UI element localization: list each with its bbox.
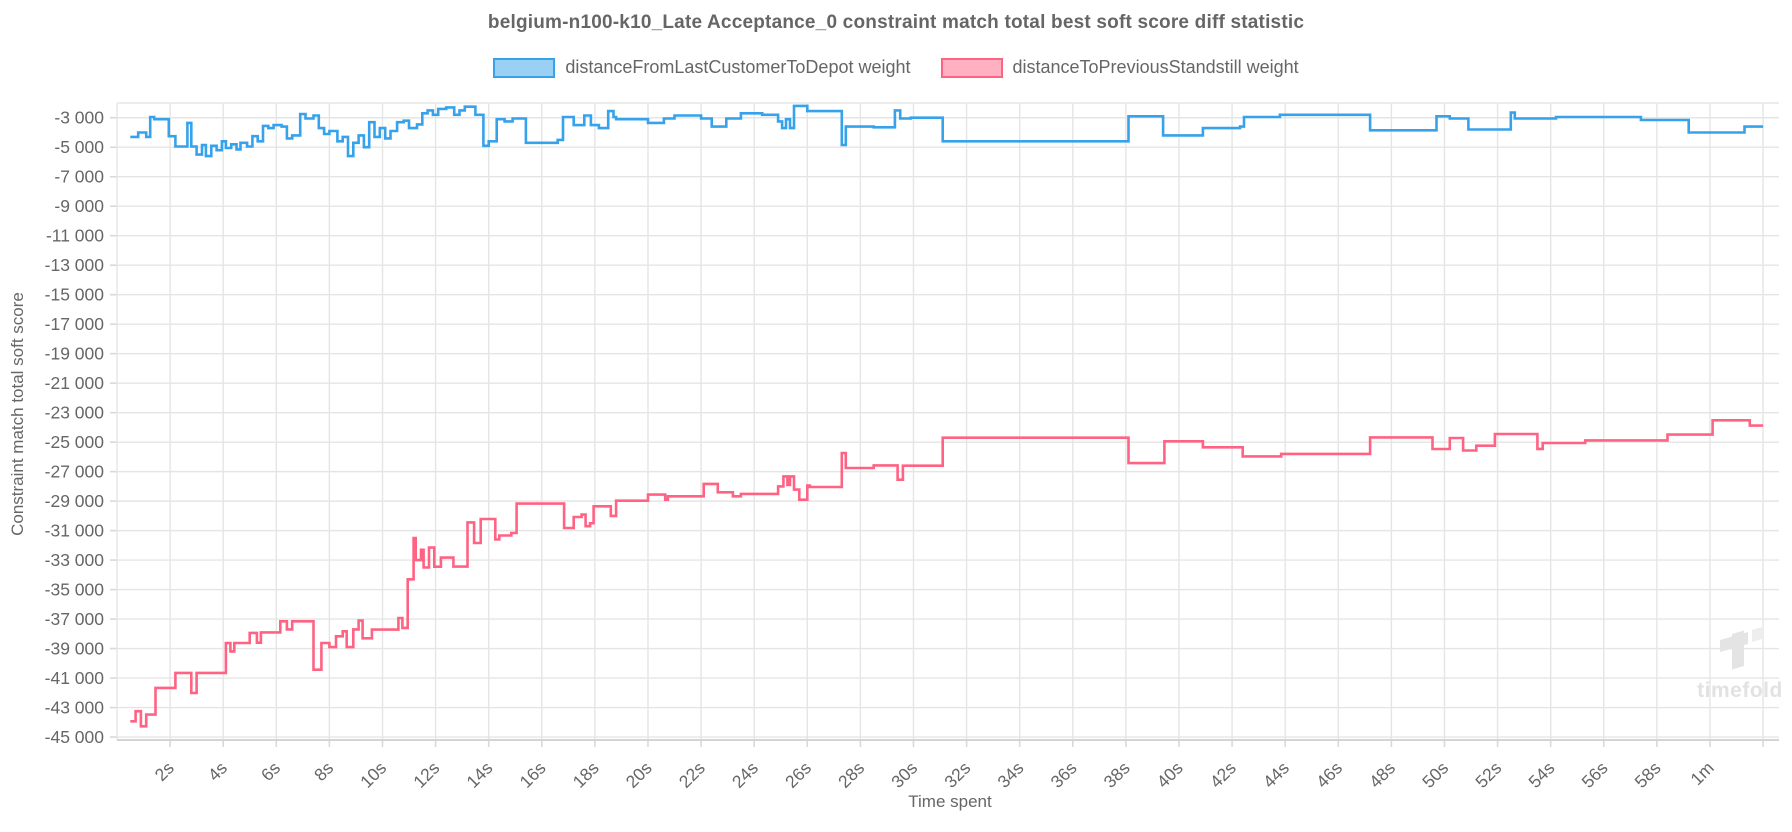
legend-label: distanceFromLastCustomerToDepot weight [565, 57, 911, 77]
y-tick-label: -45 000 [45, 727, 105, 747]
x-tick-label: 54s [1524, 758, 1558, 792]
y-tick-label: -3 000 [54, 108, 104, 128]
watermark-text: timefold [1697, 679, 1783, 702]
x-tick-label: 40s [1153, 758, 1187, 792]
y-tick-label: -39 000 [45, 639, 105, 659]
y-tick-label: -7 000 [54, 167, 104, 187]
y-tick-label: -33 000 [45, 550, 105, 570]
x-tick-label: 38s [1100, 758, 1134, 792]
x-tick-label: 16s [516, 758, 550, 792]
legend: distanceFromLastCustomerToDepot weight d… [0, 57, 1792, 78]
x-tick-label: 42s [1206, 758, 1240, 792]
series-line-blue [130, 104, 1764, 158]
x-tick-label: 24s [728, 758, 762, 792]
x-tick-label: 36s [1047, 758, 1081, 792]
x-tick-label: 4s [204, 758, 231, 785]
x-tick-label: 52s [1471, 758, 1505, 792]
y-tick-label: -17 000 [45, 314, 105, 334]
x-tick-label: 34s [993, 758, 1027, 792]
y-tick-label: -11 000 [46, 226, 104, 246]
y-tick-label: -25 000 [45, 432, 105, 452]
y-tick-label: -21 000 [45, 373, 105, 393]
y-tick-label: -37 000 [45, 609, 105, 629]
x-axis-title: Time spent [908, 792, 992, 811]
x-tick-label: 44s [1259, 758, 1293, 792]
y-tick-label: -35 000 [45, 580, 105, 600]
x-tick-label: 12s [409, 758, 443, 792]
x-tick-label: 30s [887, 758, 921, 792]
x-tick-label: 22s [675, 758, 709, 792]
x-tick-label: 28s [834, 758, 868, 792]
x-tick-label: 8s [310, 758, 337, 785]
y-tick-label: -9 000 [54, 196, 104, 216]
x-tick-label: 6s [257, 758, 284, 785]
y-axis-title: Constraint match total soft score [8, 292, 27, 536]
watermark: timefold [1680, 620, 1792, 703]
y-tick-label: -13 000 [45, 255, 105, 275]
legend-swatch-blue-icon [493, 57, 556, 78]
chart-title: belgium-n100-k10_Late Acceptance_0 const… [487, 12, 1305, 33]
x-tick-label: 58s [1631, 758, 1665, 792]
x-tick-label: 18s [569, 758, 603, 792]
legend-swatch-pink-icon [940, 57, 1003, 78]
x-tick-label: 32s [940, 758, 974, 792]
x-tick-label: 14s [462, 758, 496, 792]
x-tick-label: 48s [1365, 758, 1399, 792]
y-tick-label: -5 000 [54, 137, 104, 157]
x-tick-label: 46s [1312, 758, 1346, 792]
x-tick-label: 1m [1686, 758, 1717, 789]
y-tick-label: -29 000 [45, 491, 105, 511]
timefold-logo-icon [1720, 627, 1762, 670]
legend-item-distance-to-previous-standstill[interactable]: distanceToPreviousStandstill weight [940, 57, 1299, 78]
series-line-pink [130, 419, 1764, 728]
legend-item-distance-from-last-customer[interactable]: distanceFromLastCustomerToDepot weight [493, 57, 911, 78]
y-tick-label: -15 000 [45, 285, 105, 305]
y-tick-label: -43 000 [45, 698, 105, 718]
y-tick-label: -41 000 [45, 668, 105, 688]
x-tick-label: 10s [356, 758, 390, 792]
legend-label: distanceToPreviousStandstill weight [1012, 57, 1299, 77]
x-tick-label: 2s [151, 758, 178, 785]
x-tick-label: 26s [781, 758, 815, 792]
x-tick-label: 56s [1578, 758, 1612, 792]
y-tick-label: -31 000 [45, 521, 105, 541]
y-tick-label: -19 000 [45, 344, 105, 364]
x-tick-label: 20s [622, 758, 656, 792]
x-tick-label: 50s [1418, 758, 1452, 792]
y-tick-label: -23 000 [45, 403, 105, 423]
y-tick-label: -27 000 [45, 462, 105, 482]
